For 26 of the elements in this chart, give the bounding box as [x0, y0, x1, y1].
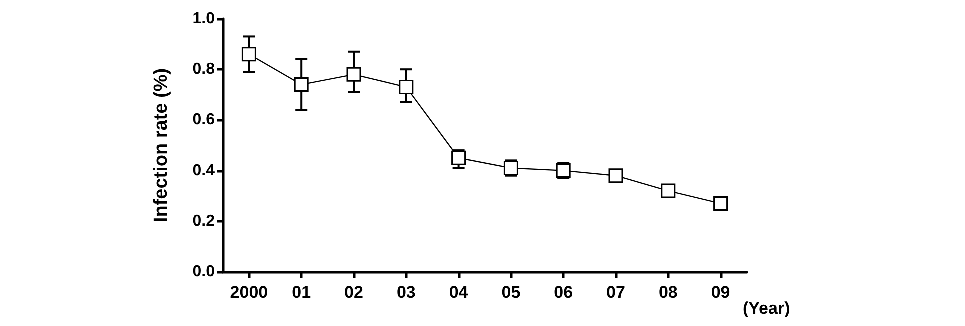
y-tick-label: 1.0	[192, 10, 216, 28]
y-tick-label: 0.6	[192, 112, 216, 129]
x-tick-label: 2000	[230, 283, 268, 302]
y-tick-label: 0.8	[192, 61, 216, 78]
x-tick-label: 02	[344, 283, 364, 302]
point	[242, 47, 256, 62]
point	[346, 67, 362, 82]
x-tick-label: 07	[606, 283, 626, 302]
point	[661, 184, 676, 198]
x-tick-label: 08	[658, 283, 678, 302]
point	[294, 78, 309, 92]
x-tick-label: 01	[292, 283, 312, 302]
y-tick-label: 0.0	[192, 264, 216, 280]
point	[714, 196, 728, 211]
x-tick-label: 03	[396, 283, 416, 302]
x-tick-label: 04	[449, 283, 469, 302]
x-tick-label: 05	[502, 283, 521, 302]
point	[608, 168, 624, 184]
y-tick-label: 0.4	[192, 162, 216, 180]
y-axis-title: Infection rate (%)	[151, 68, 172, 223]
x-axis-title: (Year)	[743, 299, 790, 318]
x-tick-label: 09	[711, 283, 730, 302]
point	[399, 80, 414, 95]
point	[452, 150, 466, 166]
y-tick-label: 0.2	[192, 212, 216, 230]
x-tick-label: 06	[554, 283, 574, 302]
